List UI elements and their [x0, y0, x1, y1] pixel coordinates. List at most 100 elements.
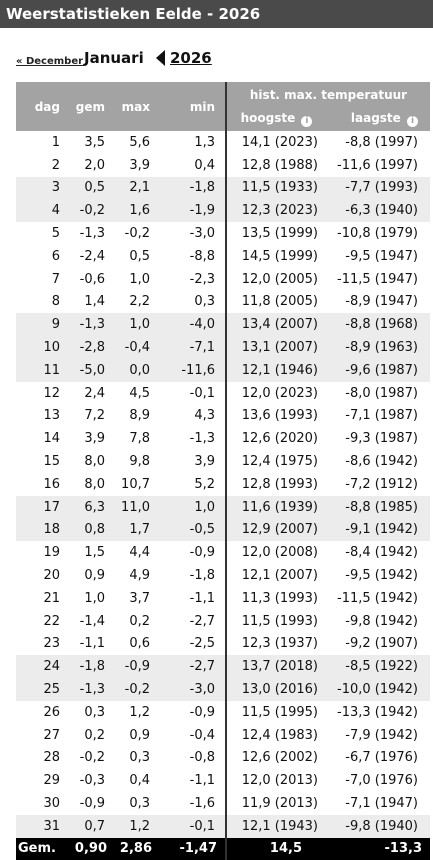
cell-min: -4,0: [160, 313, 226, 337]
cell-laagste: -6,3 (1940): [326, 199, 430, 223]
month-navigation: « December Januari 2026: [0, 28, 433, 86]
cell-min: -0,1: [189, 385, 215, 401]
column-header-dag: dag: [16, 82, 70, 131]
cell-laagste: -8,8 (1968): [326, 313, 430, 337]
cell-hoogste: 14,1 (2023): [225, 131, 326, 154]
table-row: 29 -0,3 0,4 -1,1 12,0 (2013) -7,0 (1976): [16, 769, 430, 793]
cell-dag: 24: [16, 655, 70, 679]
cell-min: -0,4: [189, 727, 215, 743]
previous-month-link[interactable]: « December: [16, 56, 84, 67]
table-row: 31 0,7 1,2 -0,1 12,1 (1943) -9,8 (1940): [16, 814, 430, 838]
cell-max: 1,2: [129, 704, 150, 720]
cell-dag: 8: [51, 294, 60, 310]
cell-min: -0,9: [189, 545, 215, 561]
cell-max: 1,7: [115, 518, 160, 542]
cell-max: 0,0: [115, 358, 160, 382]
cell-min: -1,6: [189, 796, 215, 811]
cell-gem: 8,0: [84, 454, 105, 470]
cell-hoogste: 12,8 (1988): [225, 153, 326, 177]
cell-hoogste: 12,0 (2005): [225, 267, 326, 291]
table-row: 13 7,2 8,9 4,3 13,6 (1993) -7,1 (1987): [16, 404, 430, 428]
cell-hoogste: 12,6 (2002): [225, 746, 326, 770]
cell-hoogste: 13,0 (2016): [225, 678, 326, 701]
cell-max: 0,2: [129, 613, 150, 629]
cell-min: -3,0: [189, 226, 215, 242]
cell-max: -0,9: [115, 655, 160, 679]
cell-hoogste: 13,1 (2007): [225, 336, 326, 359]
cell-hoogste: 12,3 (1937): [225, 632, 326, 656]
cell-gem: -0,3: [79, 773, 105, 789]
cell-laagste: -8,9 (1963): [326, 336, 430, 359]
cell-dag: 4: [16, 199, 70, 223]
table-row: 2 2,0 3,9 0,4 12,8 (1988) -11,6 (1997): [16, 153, 430, 177]
cell-min: -3,0: [160, 678, 226, 701]
table-row: 22 -1,4 0,2 -2,7 11,5 (1993) -9,8 (1942): [16, 609, 430, 633]
cell-laagste: -8,8 (1997): [345, 134, 418, 150]
cell-min: -1,3: [189, 431, 215, 447]
cell-gem: -1,1: [79, 636, 105, 652]
cell-hoogste: 11,5 (1995): [225, 700, 326, 724]
table-row: 10 -2,8 -0,4 -7,1 13,1 (2007) -8,9 (1963): [16, 336, 430, 359]
cell-laagste: -7,7 (1993): [326, 176, 430, 200]
cell-gem: -1,3: [70, 678, 115, 701]
cell-min: 1,0: [160, 495, 226, 519]
cell-min: -0,1: [160, 814, 226, 838]
cell-laagste: -9,1 (1942): [326, 518, 430, 542]
cell-laagste: -11,5 (1947): [337, 271, 418, 287]
table-row: 23 -1,1 0,6 -2,5 12,3 (1937) -9,2 (1907): [16, 632, 430, 656]
year-link[interactable]: 2026: [170, 49, 212, 67]
column-header-max: max: [115, 82, 160, 131]
info-icon[interactable]: i: [407, 116, 418, 127]
table-row: 7 -0,6 1,0 -2,3 12,0 (2005) -11,5 (1947): [16, 267, 430, 291]
cell-dag: 17: [16, 495, 70, 519]
cell-min: -1,8: [189, 568, 215, 584]
cell-min: 1,3: [194, 134, 215, 150]
cell-max: 0,5: [129, 248, 150, 264]
cell-hoogste: 11,5 (1933): [225, 176, 326, 200]
cell-gem: 1,4: [84, 294, 105, 310]
average-max: 2,86: [115, 837, 160, 860]
average-label: Gem.: [16, 837, 70, 860]
table-row: 4 -0,2 1,6 -1,9 12,3 (2023) -6,3 (1940): [16, 199, 430, 223]
cell-gem: -1,4: [79, 613, 105, 629]
table-row: 25 -1,3 -0,2 -3,0 13,0 (2016) -10,0 (1942): [16, 678, 430, 701]
cell-max: -0,4: [115, 336, 160, 359]
cell-min: -2,3: [189, 271, 215, 287]
cell-hoogste: 12,9 (2007): [225, 518, 326, 542]
current-month: Januari: [84, 49, 144, 67]
cell-laagste: -10,0 (1942): [326, 678, 430, 701]
table-row: 27 0,2 0,9 -0,4 12,4 (1983) -7,9 (1942): [16, 723, 430, 747]
cell-max: 0,3: [129, 750, 150, 766]
cell-dag: 31: [16, 814, 70, 838]
cell-gem: -0,2: [70, 199, 115, 223]
table-row: 1 3,5 5,6 1,3 14,1 (2023) -8,8 (1997): [16, 131, 430, 154]
cell-hoogste: 11,8 (2005): [225, 290, 326, 314]
table-row: 21 1,0 3,7 -1,1 11,3 (1993) -11,5 (1942): [16, 586, 430, 610]
table-row: 20 0,9 4,9 -1,8 12,1 (2007) -9,5 (1942): [16, 564, 430, 587]
cell-dag: 20: [43, 568, 60, 584]
table-row: 6 -2,4 0,5 -8,8 14,5 (1999) -9,5 (1947): [16, 244, 430, 268]
cell-max: 5,6: [129, 134, 150, 150]
table-row: 30 -0,9 0,3 -1,6 11,9 (2013) -7,1 (1947): [16, 792, 430, 815]
cell-laagste: -8,9 (1947): [345, 294, 418, 310]
cell-laagste: -9,5 (1947): [345, 248, 418, 264]
cell-gem: -0,2: [79, 750, 105, 766]
cell-gem: 3,9: [84, 431, 105, 447]
cell-hoogste: 12,1 (1946): [225, 358, 326, 382]
cell-dag: 9: [16, 313, 70, 337]
cell-min: -2,5: [189, 636, 215, 652]
cell-max: 1,2: [115, 814, 160, 838]
cell-gem: 0,7: [70, 814, 115, 838]
cell-laagste: -6,7 (1976): [345, 750, 418, 766]
cell-hoogste: 12,4 (1983): [225, 723, 326, 747]
info-icon[interactable]: i: [301, 116, 313, 127]
table-row: 17 6,3 11,0 1,0 11,6 (1939) -8,8 (1985): [16, 495, 430, 519]
cell-min: -1,1: [189, 773, 215, 789]
cell-gem: -1,3: [79, 226, 105, 242]
cell-max: 3,7: [129, 590, 150, 606]
cell-dag: 14: [43, 431, 60, 447]
cell-min: -2,7: [160, 655, 226, 679]
previous-year-arrow-icon[interactable]: [156, 50, 165, 66]
cell-gem: -1,3: [70, 313, 115, 337]
cell-dag: 28: [43, 750, 60, 766]
